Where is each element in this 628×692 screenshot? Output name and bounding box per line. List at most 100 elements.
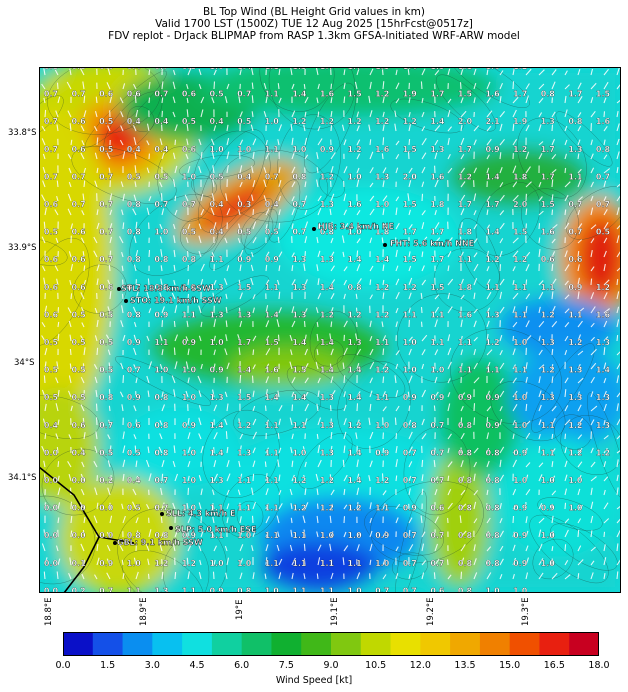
wind-arrow xyxy=(135,517,139,524)
wind-arrow xyxy=(603,237,608,244)
wind-arrow xyxy=(198,68,202,76)
bl-height-value: 0.6 xyxy=(44,283,59,292)
wind-arrow xyxy=(187,446,191,454)
wind-arrow xyxy=(564,335,569,342)
wind-arrow xyxy=(68,375,72,384)
wind-arrow xyxy=(395,446,398,454)
bl-height-value: 1.0 xyxy=(348,172,363,181)
terrain-contour xyxy=(127,106,155,132)
wind-arrow xyxy=(395,291,400,300)
wind-arrow xyxy=(251,545,254,552)
wind-arrow xyxy=(525,462,531,468)
colorbar-segment xyxy=(539,632,570,656)
station-marker-slp[interactable] xyxy=(169,526,173,530)
wind-arrow xyxy=(80,335,85,342)
bl-height-value: 1.3 xyxy=(320,448,334,457)
bl-height-value: 0.5 xyxy=(72,338,87,347)
bl-height-value: 0.8 xyxy=(154,448,169,457)
bl-height-value: 1.7 xyxy=(513,90,527,99)
wind-arrow xyxy=(94,152,98,160)
wind-arrow xyxy=(343,474,348,482)
station-marker-gbl[interactable] xyxy=(113,541,117,545)
wind-arrow xyxy=(304,154,309,160)
wind-arrow xyxy=(80,473,85,482)
station-marker-fht[interactable] xyxy=(383,243,387,247)
bl-height-value: 1.3 xyxy=(541,117,555,126)
wind-arrow xyxy=(148,529,152,538)
wind-arrow xyxy=(512,306,516,314)
wind-arrow xyxy=(616,306,620,314)
wind-arrow xyxy=(447,137,450,146)
station-label-fht: FHT: 5.6 km/h NNE xyxy=(390,239,474,248)
wind-arrow xyxy=(303,543,306,552)
wind-arrow xyxy=(109,223,113,230)
wind-arrow xyxy=(590,195,594,202)
wind-arrow xyxy=(499,350,503,356)
wind-arrow xyxy=(120,181,124,188)
wind-arrow xyxy=(551,124,554,132)
bl-height-value: 0.5 xyxy=(99,310,114,319)
wind-arrow xyxy=(135,249,139,258)
wind-arrow xyxy=(577,447,583,454)
wind-arrow xyxy=(382,363,388,370)
wind-arrow xyxy=(382,264,385,272)
wind-map[interactable]: 0.80.80.60.40.70.81.01.41.11.31.71.71.31… xyxy=(39,67,621,593)
station-marker-sll[interactable] xyxy=(160,512,164,516)
wind-arrow xyxy=(473,277,478,286)
wind-arrow xyxy=(499,573,503,580)
wind-arrow xyxy=(577,320,583,328)
wind-arrow xyxy=(187,223,191,230)
station-marker-hjb[interactable] xyxy=(312,227,316,231)
wind-arrow xyxy=(122,151,126,160)
wind-arrow xyxy=(486,432,490,440)
bl-height-value: 0.6 xyxy=(72,228,87,237)
station-marker-sto[interactable] xyxy=(124,299,128,303)
wind-arrow xyxy=(473,403,476,412)
wind-arrow xyxy=(486,125,492,132)
bl-height-value: 1.2 xyxy=(375,310,389,319)
wind-arrow xyxy=(135,291,139,300)
wind-arrow xyxy=(122,459,126,468)
wind-arrow xyxy=(146,503,150,510)
wind-arrow xyxy=(161,152,165,160)
wind-arrow xyxy=(198,305,202,314)
wind-arrow xyxy=(577,69,581,76)
wind-arrow xyxy=(41,445,46,454)
wind-arrow xyxy=(603,531,606,538)
wind-arrow xyxy=(224,391,228,398)
bl-height-value: 1.0 xyxy=(237,145,252,154)
bl-height-value: 1.0 xyxy=(403,338,418,347)
bl-height-value: 1.6 xyxy=(265,366,280,375)
wind-arrow xyxy=(356,502,359,510)
wind-arrow xyxy=(577,488,581,496)
wind-arrow xyxy=(577,153,580,160)
wind-arrow xyxy=(44,207,47,216)
wind-arrow xyxy=(56,124,59,132)
terrain-contour xyxy=(209,198,273,270)
wind-arrow xyxy=(278,265,281,272)
wind-arrow xyxy=(55,433,59,440)
wind-arrow xyxy=(381,153,384,160)
wind-arrow xyxy=(94,125,98,132)
wind-arrow xyxy=(395,307,399,314)
wind-arrow xyxy=(382,530,387,538)
bl-height-value: 0.8 xyxy=(154,283,169,292)
wind-arrow xyxy=(159,433,163,440)
bl-height-value: 0.8 xyxy=(154,421,169,430)
station-marker-stl[interactable] xyxy=(117,287,121,291)
wind-arrow xyxy=(395,363,399,370)
wind-arrow xyxy=(108,264,111,272)
terrain-contour xyxy=(391,552,429,580)
wind-arrow xyxy=(147,278,150,286)
bl-height-value: 1.0 xyxy=(182,504,197,513)
wind-arrow xyxy=(512,335,515,342)
wind-arrow xyxy=(590,167,595,174)
wind-arrow xyxy=(200,488,203,496)
wind-arrow xyxy=(198,475,202,482)
wind-arrow xyxy=(277,139,280,146)
bl-height-value: 0.0 xyxy=(44,586,59,593)
wind-arrow xyxy=(499,278,505,286)
wind-arrow xyxy=(590,322,595,328)
wind-arrow xyxy=(603,390,607,398)
wind-arrow xyxy=(421,181,425,188)
